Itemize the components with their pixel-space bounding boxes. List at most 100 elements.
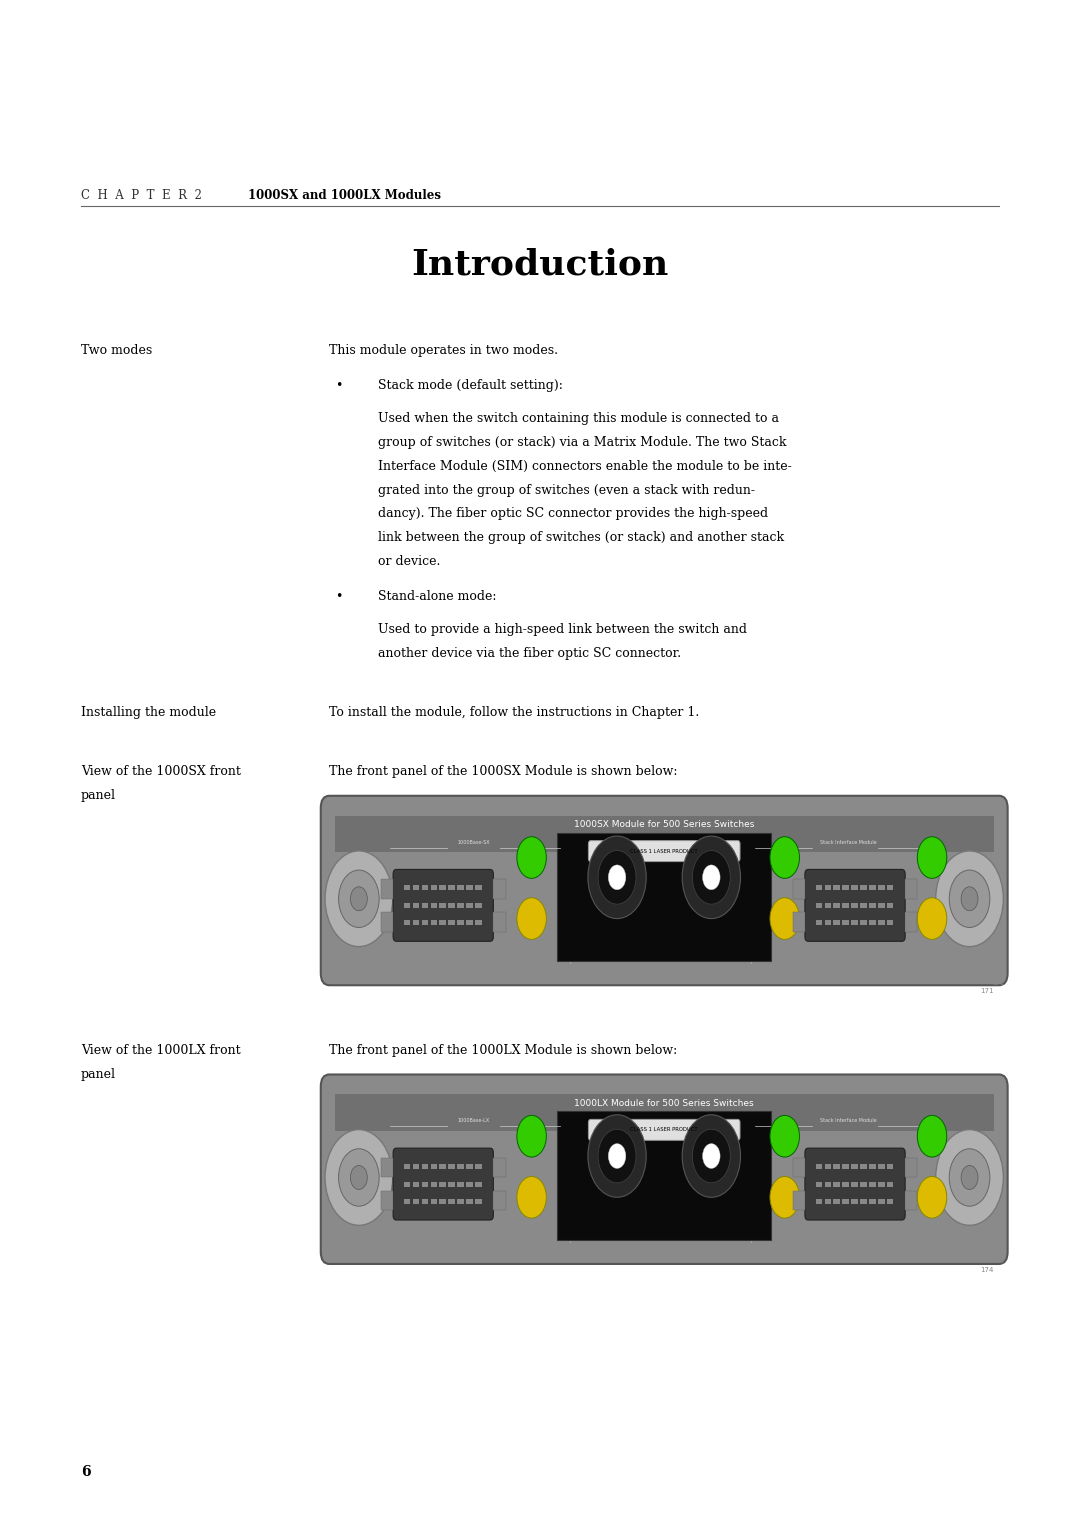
- Circle shape: [588, 836, 646, 918]
- Text: •: •: [335, 379, 342, 393]
- Bar: [887, 920, 893, 926]
- Bar: [887, 1181, 893, 1187]
- Text: 6: 6: [81, 1465, 91, 1479]
- Bar: [467, 1199, 473, 1204]
- Bar: [869, 1181, 876, 1187]
- Circle shape: [692, 851, 730, 905]
- Bar: [905, 879, 917, 898]
- Bar: [421, 1164, 429, 1169]
- Text: 1000SX and 1000LX Modules: 1000SX and 1000LX Modules: [248, 188, 442, 202]
- Circle shape: [683, 836, 741, 918]
- Bar: [824, 885, 832, 891]
- Circle shape: [770, 1115, 799, 1157]
- Bar: [413, 885, 419, 891]
- Bar: [851, 1199, 858, 1204]
- Bar: [381, 912, 393, 932]
- Circle shape: [517, 898, 546, 940]
- Circle shape: [917, 837, 947, 879]
- Bar: [413, 1199, 419, 1204]
- Bar: [815, 1164, 822, 1169]
- Text: 1000LX Module for 500 Series Switches: 1000LX Module for 500 Series Switches: [575, 1099, 754, 1108]
- Bar: [404, 903, 410, 908]
- Bar: [475, 903, 482, 908]
- Bar: [440, 920, 446, 926]
- Bar: [440, 1164, 446, 1169]
- Circle shape: [683, 1115, 741, 1198]
- Bar: [834, 1181, 840, 1187]
- Bar: [413, 903, 419, 908]
- Bar: [557, 1111, 771, 1241]
- Bar: [475, 1164, 482, 1169]
- Bar: [467, 903, 473, 908]
- Circle shape: [917, 1177, 947, 1218]
- FancyBboxPatch shape: [805, 869, 905, 941]
- Bar: [440, 903, 446, 908]
- Text: 1000SX Module for 500 Series Switches: 1000SX Module for 500 Series Switches: [573, 821, 755, 830]
- Circle shape: [703, 1143, 720, 1169]
- Circle shape: [703, 865, 720, 889]
- Bar: [457, 903, 463, 908]
- Text: or device.: or device.: [378, 555, 441, 567]
- Bar: [842, 920, 849, 926]
- FancyBboxPatch shape: [393, 1148, 494, 1219]
- Bar: [851, 903, 858, 908]
- Bar: [878, 920, 885, 926]
- Bar: [851, 920, 858, 926]
- Text: another device via the fiber optic SC connector.: another device via the fiber optic SC co…: [378, 646, 681, 660]
- Bar: [381, 1190, 393, 1210]
- Bar: [869, 885, 876, 891]
- Bar: [431, 1181, 437, 1187]
- Circle shape: [350, 886, 367, 911]
- Text: To install the module, follow the instructions in Chapter 1.: To install the module, follow the instru…: [329, 706, 700, 720]
- Bar: [842, 1181, 849, 1187]
- Text: dancy). The fiber optic SC connector provides the high-speed: dancy). The fiber optic SC connector pro…: [378, 507, 768, 520]
- Bar: [413, 1164, 419, 1169]
- Bar: [475, 1199, 482, 1204]
- Circle shape: [517, 1177, 546, 1218]
- Circle shape: [588, 1115, 646, 1198]
- Bar: [421, 1199, 429, 1204]
- Bar: [815, 1199, 822, 1204]
- Bar: [834, 885, 840, 891]
- Bar: [381, 1158, 393, 1178]
- Bar: [494, 912, 505, 932]
- Circle shape: [917, 898, 947, 940]
- Bar: [860, 885, 867, 891]
- Bar: [448, 1181, 455, 1187]
- Text: Stack Interface Module: Stack Interface Module: [820, 1118, 877, 1123]
- Bar: [431, 903, 437, 908]
- Bar: [887, 885, 893, 891]
- Circle shape: [338, 1149, 379, 1206]
- Bar: [860, 1181, 867, 1187]
- Bar: [793, 1158, 805, 1178]
- Text: 174: 174: [993, 1259, 1004, 1264]
- Bar: [421, 903, 429, 908]
- Text: grated into the group of switches (even a stack with redun-: grated into the group of switches (even …: [378, 483, 755, 497]
- Bar: [878, 1181, 885, 1187]
- Bar: [421, 885, 429, 891]
- Bar: [467, 885, 473, 891]
- Bar: [793, 912, 805, 932]
- Circle shape: [598, 851, 636, 905]
- Bar: [824, 1181, 832, 1187]
- Bar: [448, 885, 455, 891]
- Bar: [887, 1199, 893, 1204]
- FancyBboxPatch shape: [589, 840, 740, 862]
- Bar: [842, 1164, 849, 1169]
- Circle shape: [598, 1129, 636, 1183]
- Bar: [878, 1164, 885, 1169]
- Circle shape: [949, 1149, 990, 1206]
- Bar: [404, 1199, 410, 1204]
- Bar: [431, 1199, 437, 1204]
- Bar: [834, 920, 840, 926]
- Bar: [475, 920, 482, 926]
- Bar: [335, 1094, 994, 1131]
- Bar: [878, 885, 885, 891]
- Bar: [887, 1164, 893, 1169]
- Bar: [448, 1164, 455, 1169]
- Bar: [494, 1190, 505, 1210]
- Bar: [421, 1181, 429, 1187]
- Text: panel: panel: [81, 1068, 116, 1080]
- Circle shape: [517, 837, 546, 879]
- FancyBboxPatch shape: [805, 1148, 905, 1219]
